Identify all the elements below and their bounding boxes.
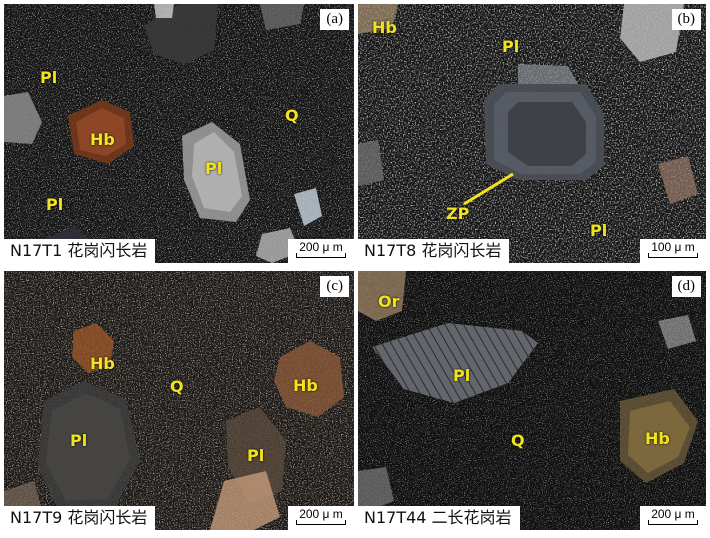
sample-caption: N17T1 花岗闪长岩 (4, 239, 156, 263)
micrograph-c-image (4, 271, 354, 530)
label-pl-2: Pl (205, 159, 223, 178)
label-pl-1: Pl (40, 68, 58, 87)
scale-bar: 200 μ m (288, 239, 354, 263)
label-pl: Pl (453, 366, 471, 385)
panel-letter: (a) (320, 9, 349, 30)
label-hb: Hb (372, 18, 397, 37)
label-q: Q (170, 377, 184, 396)
scale-label: 100 μ m (651, 240, 695, 254)
label-pl-2: Pl (590, 221, 608, 240)
label-hb-2: Hb (293, 376, 318, 395)
label-pl-1: Pl (70, 431, 88, 450)
scale-line (296, 253, 346, 258)
scale-bar: 200 μ m (640, 506, 706, 530)
label-pl-3: Pl (46, 195, 64, 214)
micrograph-b-image (358, 4, 706, 263)
scale-label: 200 μ m (651, 507, 695, 521)
micrograph-a-image (4, 4, 354, 263)
label-pl-1: Pl (502, 37, 520, 56)
micrograph-panel-d: (d) Or Pl Q Hb N17T44 二长花岗岩 200 μ m (358, 271, 706, 530)
label-hb: Hb (645, 429, 670, 448)
panel-letter: (c) (320, 276, 349, 297)
sample-caption: N17T9 花岗闪长岩 (4, 506, 156, 530)
label-hb: Hb (90, 130, 115, 149)
label-pl-2: Pl (247, 446, 265, 465)
label-zp: ZP (446, 204, 470, 223)
scale-line (296, 520, 346, 525)
scale-label: 200 μ m (299, 240, 343, 254)
label-q: Q (285, 106, 299, 125)
scale-bar: 200 μ m (288, 506, 354, 530)
label-q: Q (511, 431, 525, 450)
panel-letter: (b) (671, 9, 701, 30)
sample-caption: N17T8 花岗闪长岩 (358, 239, 510, 263)
micrograph-d-image (358, 271, 706, 530)
panel-letter: (d) (671, 276, 701, 297)
scale-bar: 100 μ m (640, 239, 706, 263)
scale-line (648, 520, 698, 525)
label-hb-1: Hb (90, 354, 115, 373)
label-or: Or (378, 292, 400, 311)
scale-label: 200 μ m (299, 507, 343, 521)
micrograph-panel-b: (b) Hb Pl ZP Pl N17T8 花岗闪长岩 100 μ m (358, 4, 706, 263)
sample-caption: N17T44 二长花岗岩 (358, 506, 520, 530)
micrograph-panel-a: (a) Pl Hb Q Pl Pl N17T1 花岗闪长岩 200 μ m (4, 4, 354, 263)
scale-line (648, 253, 698, 258)
micrograph-panel-c: (c) Hb Q Hb Pl Pl N17T9 花岗闪长岩 200 μ m (4, 271, 354, 530)
